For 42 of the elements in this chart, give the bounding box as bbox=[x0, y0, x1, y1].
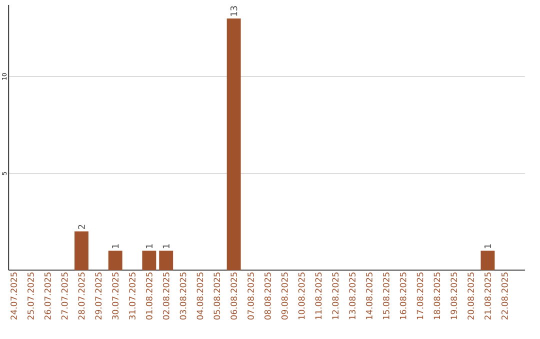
data-label: 13 bbox=[230, 6, 238, 16]
x-tick-label: 17.08.2025 bbox=[416, 272, 424, 320]
x-tick-label: 01.08.2025 bbox=[146, 272, 152, 320]
x-tick-label: 06.08.2025 bbox=[230, 272, 238, 320]
bar bbox=[480, 250, 495, 270]
x-tick-label: 04.08.2025 bbox=[196, 272, 204, 320]
x-tick-label: 02.08.2025 bbox=[162, 272, 170, 320]
x-tick-label: 13.08.2025 bbox=[349, 272, 356, 320]
x-tick-label: 28.07.2025 bbox=[78, 272, 85, 320]
x-tick-label: 21.08.2025 bbox=[484, 272, 491, 320]
bar bbox=[226, 18, 241, 270]
x-tick-label: 18.08.2025 bbox=[434, 272, 440, 320]
data-label: 1 bbox=[146, 244, 152, 248]
bar bbox=[108, 250, 122, 270]
x-tick-label: 22.08.2025 bbox=[501, 272, 508, 320]
data-label: 1 bbox=[112, 244, 119, 248]
x-tick-label: 08.08.2025 bbox=[264, 272, 271, 320]
x-tick-label: 12.08.2025 bbox=[332, 272, 339, 320]
bar bbox=[74, 231, 88, 270]
x-tick-label: 14.08.2025 bbox=[366, 272, 372, 320]
x-tick-label: 16.08.2025 bbox=[400, 272, 406, 320]
x-tick-label: 31.07.2025 bbox=[129, 272, 136, 320]
x-tick-label: 05.08.2025 bbox=[214, 272, 220, 320]
x-tick-label: 10.08.2025 bbox=[298, 272, 305, 320]
x-tick-label: 26.07.2025 bbox=[44, 272, 51, 320]
x-tick-label: 24.07.2025 bbox=[10, 272, 17, 320]
x-tick-label: 25.07.2025 bbox=[28, 272, 34, 320]
x-tick-label: 27.07.2025 bbox=[61, 272, 68, 320]
x-tick-label: 03.08.2025 bbox=[180, 272, 186, 320]
x-tick-label: 20.08.2025 bbox=[468, 272, 474, 320]
x-tick-label: 15.08.2025 bbox=[382, 272, 390, 320]
x-tick-label: 29.07.2025 bbox=[95, 272, 102, 320]
x-tick-label: 11.08.2025 bbox=[315, 272, 322, 320]
x-tick-label: 07.08.2025 bbox=[248, 272, 254, 320]
data-label: 1 bbox=[484, 244, 491, 248]
x-tick-label: 09.08.2025 bbox=[281, 272, 288, 320]
bar bbox=[159, 250, 174, 270]
x-tick-label: 19.08.2025 bbox=[450, 272, 458, 320]
x-tick-label: 30.07.2025 bbox=[112, 272, 119, 320]
data-label: 2 bbox=[78, 224, 85, 230]
bar bbox=[142, 250, 156, 270]
data-label: 1 bbox=[162, 244, 170, 248]
